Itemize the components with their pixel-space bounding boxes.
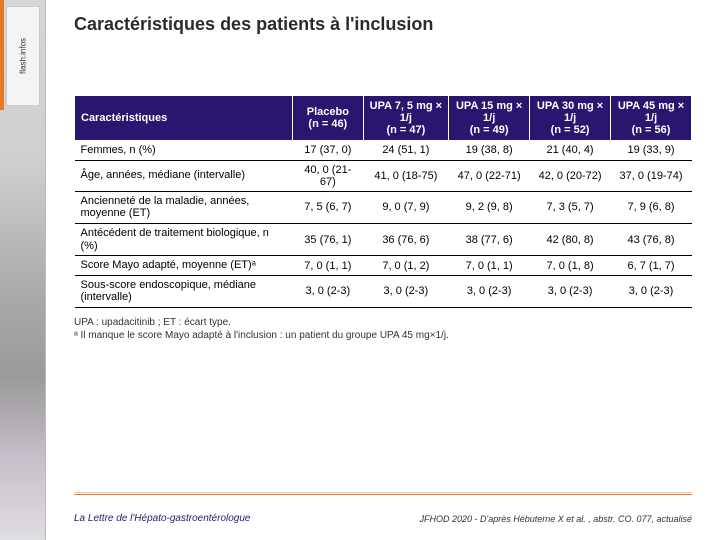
col-upa15: UPA 15 mg × 1/j (n = 49) [449,96,530,141]
table-cell: 19 (33, 9) [611,141,692,161]
table-row: Sous-score endoscopique, médiane (interv… [75,275,692,307]
table-cell: 35 (76, 1) [293,223,363,255]
col-upa30: UPA 30 mg × 1/j (n = 52) [530,96,611,141]
col-upa75: UPA 7, 5 mg × 1/j (n = 47) [363,96,449,141]
table-cell: 7, 0 (1, 8) [530,256,611,276]
table-row: Âge, années, médiane (intervalle)40, 0 (… [75,160,692,191]
table-row: Femmes, n (%)17 (37, 0)24 (51, 1)19 (38,… [75,141,692,161]
col-sub: (n = 52) [536,124,604,136]
row-label: Antécédent de traitement biologique, n (… [75,223,293,255]
col-sub: (n = 56) [617,124,685,136]
content-area: Caractéristiques des patients à l'inclus… [46,0,720,540]
table-header-row: Caractéristiques Placebo (n = 46) UPA 7,… [75,96,692,141]
footnote-2: ᵃ Il manque le score Mayo adapté à l'inc… [74,329,692,342]
journal-name: La Lettre de l'Hépato-gastroentérologue [74,513,250,524]
table-cell: 41, 0 (18-75) [363,160,449,191]
row-label: Âge, années, médiane (intervalle) [75,160,293,191]
sidebar-tab: flash.infos [6,6,40,106]
table-cell: 24 (51, 1) [363,141,449,161]
table-cell: 43 (76, 8) [611,223,692,255]
table-cell: 19 (38, 8) [449,141,530,161]
table-cell: 21 (40, 4) [530,141,611,161]
page-title: Caractéristiques des patients à l'inclus… [74,14,692,35]
source-citation: JFHOD 2020 - D'après Hébuterne X et al. … [419,514,692,524]
col-sub: (n = 46) [299,118,356,130]
sidebar-accent [0,0,4,110]
slide-page: flash.infos Caractéristiques des patient… [0,0,720,540]
table-cell: 38 (77, 6) [449,223,530,255]
table-cell: 3, 0 (2-3) [449,275,530,307]
table-cell: 42 (80, 8) [530,223,611,255]
table-cell: 7, 0 (1, 1) [293,256,363,276]
col-upa45: UPA 45 mg × 1/j (n = 56) [611,96,692,141]
footer-row: La Lettre de l'Hépato-gastroentérologue … [74,513,692,524]
table-cell: 7, 5 (6, 7) [293,191,363,223]
col-label: Placebo [299,106,356,118]
characteristics-table: Caractéristiques Placebo (n = 46) UPA 7,… [74,95,692,308]
table-cell: 7, 0 (1, 1) [449,256,530,276]
table-cell: 9, 2 (9, 8) [449,191,530,223]
table-cell: 7, 0 (1, 2) [363,256,449,276]
table-cell: 42, 0 (20-72) [530,160,611,191]
table-cell: 7, 3 (5, 7) [530,191,611,223]
table-row: Ancienneté de la maladie, années, moyenn… [75,191,692,223]
table-cell: 47, 0 (22-71) [449,160,530,191]
table-cell: 3, 0 (2-3) [530,275,611,307]
col-sub: (n = 49) [455,124,523,136]
table-cell: 3, 0 (2-3) [293,275,363,307]
table-cell: 9, 0 (7, 9) [363,191,449,223]
footer: La Lettre de l'Hépato-gastroentérologue … [46,494,720,540]
col-label: UPA 30 mg × 1/j [536,100,604,124]
table-body: Femmes, n (%)17 (37, 0)24 (51, 1)19 (38,… [75,141,692,308]
col-label: UPA 7, 5 mg × 1/j [370,100,443,124]
table-cell: 40, 0 (21-67) [293,160,363,191]
row-label: Femmes, n (%) [75,141,293,161]
footnotes: UPA : upadacitinib ; ET : écart type. ᵃ … [74,316,692,342]
footnote-1: UPA : upadacitinib ; ET : écart type. [74,316,692,329]
table-cell: 36 (76, 6) [363,223,449,255]
row-label: Ancienneté de la maladie, années, moyenn… [75,191,293,223]
table-cell: 37, 0 (19-74) [611,160,692,191]
table-cell: 17 (37, 0) [293,141,363,161]
sidebar: flash.infos [0,0,46,540]
col-characteristics: Caractéristiques [75,96,293,141]
table-cell: 3, 0 (2-3) [611,275,692,307]
table-cell: 7, 9 (6, 8) [611,191,692,223]
row-label: Sous-score endoscopique, médiane (interv… [75,275,293,307]
col-label: UPA 45 mg × 1/j [617,100,685,124]
col-sub: (n = 47) [370,124,443,136]
table-cell: 6, 7 (1, 7) [611,256,692,276]
table-row: Score Mayo adapté, moyenne (ET)ᵃ7, 0 (1,… [75,256,692,276]
table-row: Antécédent de traitement biologique, n (… [75,223,692,255]
col-label: Caractéristiques [81,112,167,124]
table-cell: 3, 0 (2-3) [363,275,449,307]
col-label: UPA 15 mg × 1/j [455,100,523,124]
row-label: Score Mayo adapté, moyenne (ET)ᵃ [75,256,293,276]
col-placebo: Placebo (n = 46) [293,96,363,141]
footer-rule [74,494,692,495]
